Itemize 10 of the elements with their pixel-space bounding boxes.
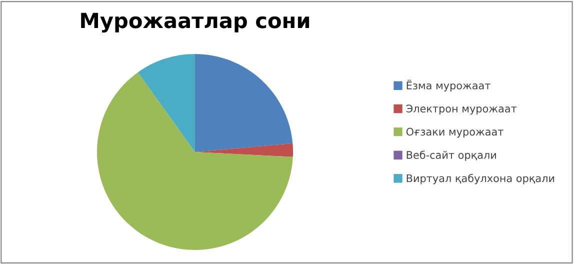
chart-title: Мурожаатлар сони xyxy=(81,12,310,33)
pie-slice xyxy=(96,72,293,250)
pie-slice xyxy=(138,54,195,152)
legend-label: Оғзаки мурожаат xyxy=(406,128,504,138)
pie-slice xyxy=(195,54,293,152)
legend-label: Ёзма мурожаат xyxy=(406,80,490,92)
legend-label: Виртуал қабулхона орқали xyxy=(406,174,554,184)
pie-slice xyxy=(195,143,294,157)
legend-label: Веб-сайт орқали xyxy=(406,150,496,161)
legend-label: Электрон мурожаат xyxy=(406,104,517,115)
